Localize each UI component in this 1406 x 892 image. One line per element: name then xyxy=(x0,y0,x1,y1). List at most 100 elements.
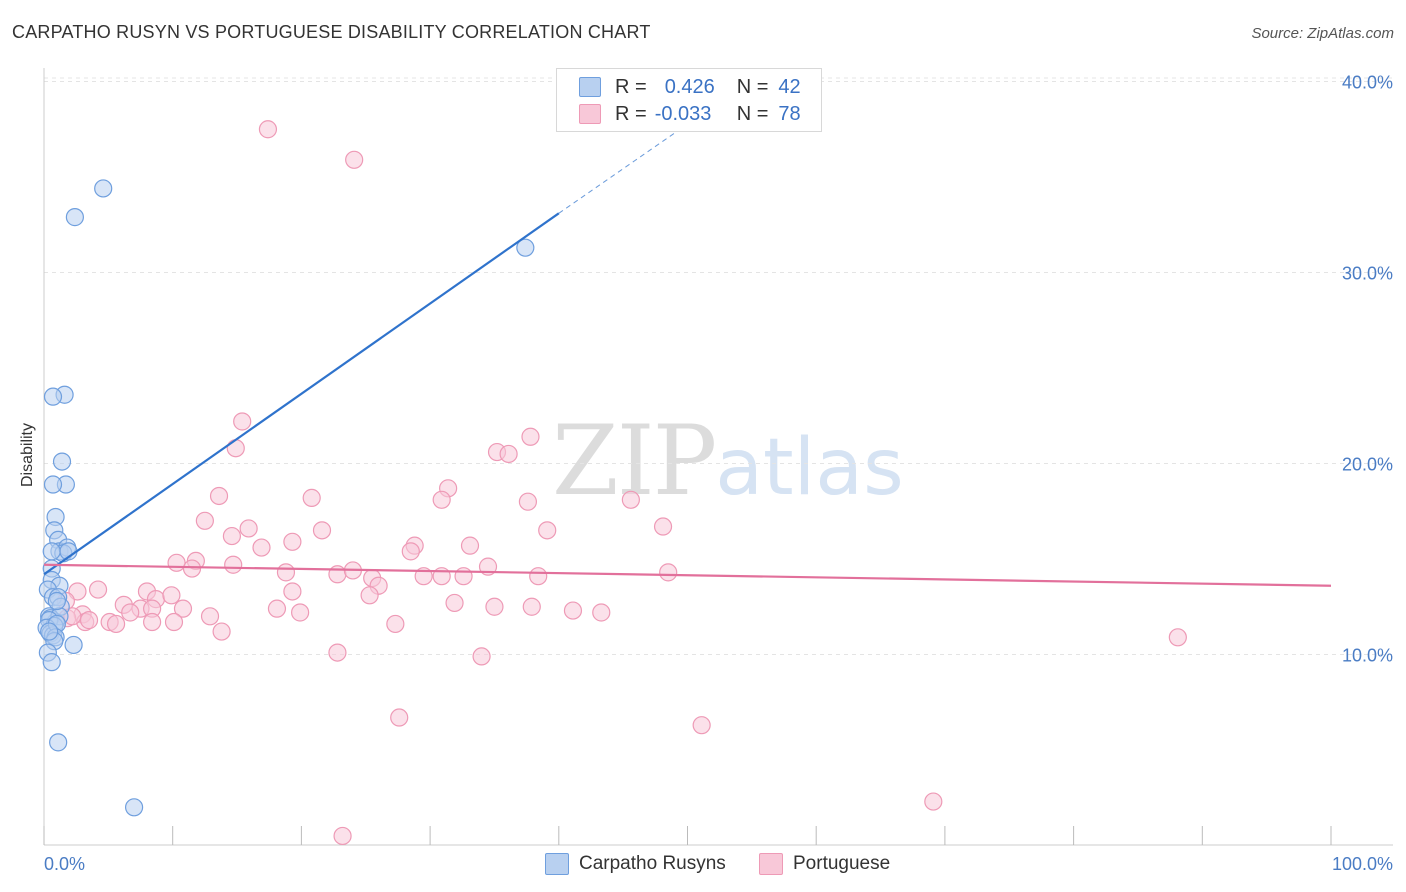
portuguese-point xyxy=(267,599,287,618)
carpatho-trend-line xyxy=(43,212,560,576)
chart-title: CARPATHO RUSYN VS PORTUGUESE DISABILITY … xyxy=(12,22,651,42)
portuguese-point xyxy=(386,614,405,634)
carpatho-rusyn-points xyxy=(37,179,535,817)
carpatho-point xyxy=(42,653,61,672)
portuguese-point xyxy=(121,603,140,622)
trend-lines xyxy=(43,105,1332,587)
portuguese-point xyxy=(167,553,186,572)
watermark-atlas: atlas xyxy=(715,423,904,513)
portuguese-point xyxy=(924,792,943,811)
source-credit: Source: ZipAtlas.com xyxy=(1251,25,1394,42)
portuguese-point xyxy=(312,521,332,540)
portuguese-point xyxy=(79,611,99,630)
legend-r-value: -0.033 xyxy=(654,102,712,125)
carpatho-point xyxy=(42,542,61,561)
legend-n-value: 42 xyxy=(778,75,801,98)
bottom-legend-label-portuguese: Portuguese xyxy=(793,853,891,874)
carpatho-point xyxy=(47,591,66,611)
portuguese-point xyxy=(224,555,243,574)
portuguese-point xyxy=(485,597,504,616)
portuguese-points xyxy=(56,120,1187,846)
carpatho-point xyxy=(65,208,84,227)
legend-r-value: 0.426 xyxy=(664,75,715,98)
portuguese-point xyxy=(499,444,518,464)
portuguese-point xyxy=(173,599,193,618)
bottom-legend-swatch-blue xyxy=(545,853,569,875)
legend-row-portuguese: R = -0.033 N = 78 xyxy=(579,102,801,126)
portuguese-point xyxy=(692,716,711,735)
portuguese-point xyxy=(563,601,583,620)
portuguese-point xyxy=(432,490,451,509)
y-tick-label: 40.0% xyxy=(1342,73,1393,93)
portuguese-point xyxy=(454,567,473,586)
portuguese-point xyxy=(283,532,302,551)
axes xyxy=(43,68,1393,846)
legend-n-value: 78 xyxy=(778,102,801,125)
legend-n-label: N = xyxy=(736,102,769,125)
carpatho-point xyxy=(124,798,144,817)
carpatho-point xyxy=(516,238,535,257)
portuguese-point xyxy=(200,607,220,626)
legend-swatch-blue xyxy=(579,77,601,97)
legend-swatch-pink xyxy=(579,104,601,124)
portuguese-point xyxy=(302,488,321,507)
portuguese-point xyxy=(222,526,242,546)
carpatho-point xyxy=(40,622,59,641)
carpatho-point xyxy=(94,179,113,198)
portuguese-point xyxy=(258,120,278,139)
portuguese-point xyxy=(621,490,640,509)
bottom-legend-label-carpatho: Carpatho Rusyns xyxy=(579,853,726,874)
portuguese-point xyxy=(460,536,480,555)
portuguese-point xyxy=(592,603,611,622)
portuguese-point xyxy=(529,567,548,586)
portuguese-point xyxy=(164,612,184,632)
portuguese-point xyxy=(521,427,540,446)
legend-r-label: R = xyxy=(615,102,647,125)
portuguese-point xyxy=(276,563,296,582)
portuguese-point xyxy=(390,708,409,727)
legend-row-carpatho: R = 0.426 N = 42 xyxy=(579,75,801,99)
portuguese-point xyxy=(182,559,202,578)
portuguese-point xyxy=(239,519,258,538)
portuguese-point xyxy=(143,612,162,632)
y-tick-label: 10.0% xyxy=(1342,646,1393,666)
portuguese-point xyxy=(291,603,310,622)
portuguese-point xyxy=(659,563,678,582)
bottom-legend-swatch-pink xyxy=(759,853,783,875)
bottom-legend-carpatho: Carpatho Rusyns xyxy=(545,852,726,876)
portuguese-point xyxy=(328,643,347,662)
portuguese-point xyxy=(233,412,252,431)
carpatho-point xyxy=(43,387,63,406)
carpatho-point xyxy=(64,635,83,655)
portuguese-point xyxy=(226,439,245,458)
stats-legend: R = 0.426 N = 42 R = -0.033 N = 78 xyxy=(556,68,822,132)
portuguese-trend-line xyxy=(43,563,1332,587)
portuguese-point xyxy=(162,586,181,605)
portuguese-point xyxy=(209,486,229,506)
bottom-legend-portuguese: Portuguese xyxy=(759,852,890,876)
y-tick-labels: 10.0% 20.0% 30.0% 40.0% xyxy=(1342,73,1393,666)
carpatho-point xyxy=(49,733,68,752)
portuguese-point xyxy=(345,150,364,169)
portuguese-point xyxy=(522,597,541,616)
x-tick-label-min: 0.0% xyxy=(44,854,85,874)
y-tick-label: 30.0% xyxy=(1342,264,1393,284)
portuguese-point xyxy=(653,517,673,536)
portuguese-point xyxy=(333,826,352,846)
portuguese-point xyxy=(1168,628,1187,647)
portuguese-point xyxy=(252,538,271,557)
portuguese-point xyxy=(472,647,491,666)
portuguese-point xyxy=(445,593,464,613)
portuguese-point xyxy=(212,622,231,641)
legend-r-label: R = xyxy=(615,75,647,98)
portuguese-point xyxy=(88,580,108,599)
portuguese-point xyxy=(106,614,126,634)
portuguese-point xyxy=(195,511,214,530)
portuguese-point xyxy=(360,586,379,605)
portuguese-point xyxy=(518,492,538,511)
legend-n-label: N = xyxy=(736,75,769,98)
x-tick-label-max: 100.0% xyxy=(1332,854,1393,874)
y-tick-label: 20.0% xyxy=(1342,455,1393,475)
carpatho-point xyxy=(43,475,63,494)
